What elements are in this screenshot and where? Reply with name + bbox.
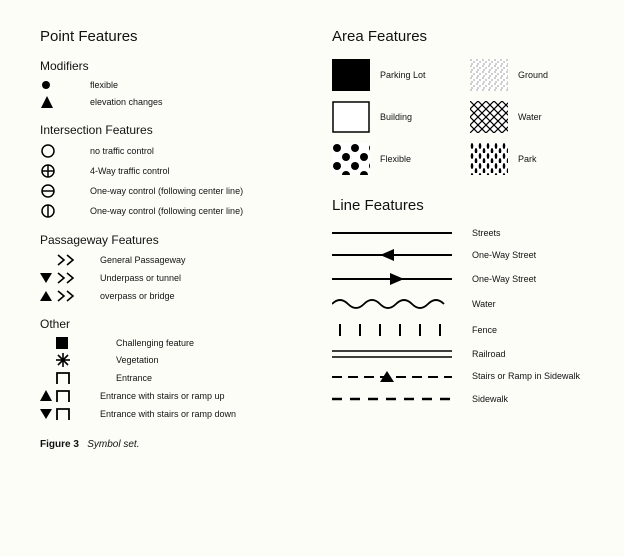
stipple-swatch-icon <box>470 59 508 91</box>
dot-icon <box>40 79 80 91</box>
area-item: Park <box>470 143 600 175</box>
triangle-up-chevrons-icon <box>40 289 90 303</box>
figure-caption: Figure 3 Symbol set. <box>40 439 600 450</box>
ticks-line-icon <box>332 322 452 338</box>
triangle-up-icon <box>40 95 80 109</box>
line-item: One-Way Street <box>332 248 600 262</box>
label: One-Way Street <box>472 274 536 284</box>
line-item: Fence <box>332 322 600 338</box>
crosshatch-swatch-icon <box>470 101 508 133</box>
line-item: Water <box>332 296 600 312</box>
label: Entrance with stairs or ramp up <box>100 391 225 401</box>
wave-line-icon <box>332 296 452 312</box>
outline-swatch-icon <box>332 101 370 133</box>
label: Streets <box>472 228 501 238</box>
circle-cross-icon <box>40 163 80 179</box>
chevrons-icon <box>40 253 90 267</box>
label: Stairs or Ramp in Sidewalk <box>472 372 580 382</box>
area-item: Building <box>332 101 462 133</box>
label: Flexible <box>380 154 411 164</box>
heading-line: Line Features <box>332 197 600 214</box>
caption-text: Symbol set. <box>87 439 139 450</box>
other-item: Challenging feature <box>40 337 308 349</box>
triangle-down-chevrons-icon <box>40 271 90 285</box>
arrow-left-line-icon <box>332 248 452 262</box>
triangle-down-bracket-icon <box>40 407 90 421</box>
label: Building <box>380 112 412 122</box>
open-circle-icon <box>40 143 80 159</box>
passageway-item: overpass or bridge <box>40 289 308 303</box>
dash-triangle-line-icon <box>332 370 452 384</box>
area-item: Parking Lot <box>332 59 462 91</box>
label: Ground <box>518 70 548 80</box>
heading-area: Area Features <box>332 28 600 45</box>
dots-swatch-icon <box>332 143 370 175</box>
left-column: Point Features Modifiers flexible elevat… <box>40 20 308 425</box>
right-column: Area Features Parking Lot Ground Buildin… <box>332 20 600 425</box>
label: Parking Lot <box>380 70 426 80</box>
label: flexible <box>90 80 118 90</box>
area-item: Ground <box>470 59 600 91</box>
label: 4-Way traffic control <box>90 166 170 176</box>
solid-line-icon <box>332 228 452 238</box>
triangle-up-bracket-icon <box>40 389 90 403</box>
intersection-item: no traffic control <box>40 143 308 159</box>
line-item: Railroad <box>332 348 600 360</box>
circle-hline-icon <box>40 183 80 199</box>
dash-line-icon <box>332 394 452 404</box>
figure: Point Features Modifiers flexible elevat… <box>0 0 624 468</box>
line-item: One-Way Street <box>332 272 600 286</box>
solid-swatch-icon <box>332 59 370 91</box>
other-item: Vegetation <box>40 353 308 367</box>
label: overpass or bridge <box>100 291 175 301</box>
intersection-item: One-way control (following center line) <box>40 203 308 219</box>
heading-point: Point Features <box>40 28 308 45</box>
area-item: Flexible <box>332 143 462 175</box>
line-item: Streets <box>332 228 600 238</box>
label: elevation changes <box>90 97 163 107</box>
passageway-item: General Passageway <box>40 253 308 267</box>
label: Water <box>472 299 496 309</box>
label: One-Way Street <box>472 250 536 260</box>
label: Railroad <box>472 349 506 359</box>
intersection-item: One-way control (following center line) <box>40 183 308 199</box>
label: One-way control (following center line) <box>90 186 243 196</box>
label: General Passageway <box>100 255 186 265</box>
other-item: Entrance with stairs or ramp down <box>40 407 308 421</box>
intersection-item: 4-Way traffic control <box>40 163 308 179</box>
heading-modifiers: Modifiers <box>40 59 308 73</box>
caption-fig: Figure 3 <box>40 439 79 450</box>
label: Entrance <box>116 373 152 383</box>
asterisk-icon <box>40 353 106 367</box>
label: Water <box>518 112 542 122</box>
leaf-swatch-icon <box>470 143 508 175</box>
label: Sidewalk <box>472 394 508 404</box>
area-item: Water <box>470 101 600 133</box>
modifier-item: elevation changes <box>40 95 308 109</box>
arrow-right-line-icon <box>332 272 452 286</box>
line-item: Sidewalk <box>332 394 600 404</box>
bracket-icon <box>40 371 106 385</box>
heading-other: Other <box>40 317 308 331</box>
label: Underpass or tunnel <box>100 273 181 283</box>
label: Challenging feature <box>116 338 194 348</box>
double-line-icon <box>332 348 452 360</box>
label: Fence <box>472 325 497 335</box>
area-grid: Parking Lot Ground Building Water Flexib… <box>332 59 600 175</box>
label: One-way control (following center line) <box>90 206 243 216</box>
other-item: Entrance with stairs or ramp up <box>40 389 308 403</box>
line-item: Stairs or Ramp in Sidewalk <box>332 370 600 384</box>
heading-intersection: Intersection Features <box>40 123 308 137</box>
heading-passageway: Passageway Features <box>40 233 308 247</box>
modifier-item: flexible <box>40 79 308 91</box>
other-item: Entrance <box>40 371 308 385</box>
label: no traffic control <box>90 146 154 156</box>
label: Park <box>518 154 537 164</box>
passageway-item: Underpass or tunnel <box>40 271 308 285</box>
label: Vegetation <box>116 355 159 365</box>
label: Entrance with stairs or ramp down <box>100 409 236 419</box>
circle-vline-icon <box>40 203 80 219</box>
square-solid-icon <box>40 337 106 349</box>
